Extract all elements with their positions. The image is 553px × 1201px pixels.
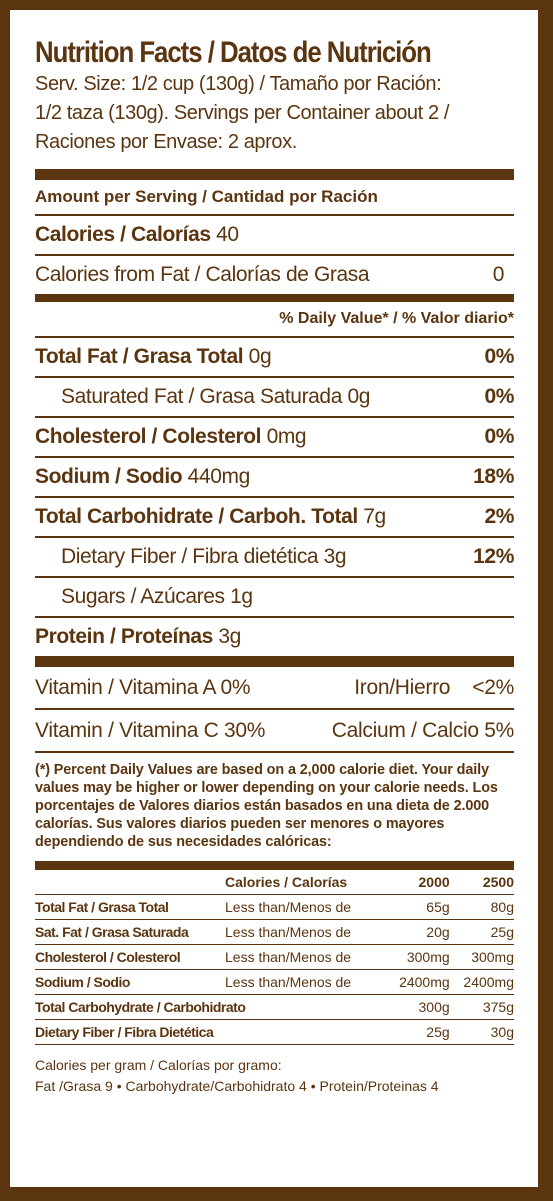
nutrient-row-total-carbohydrate: Total Carbohidrate / Carboh. Total 7g 2% [35, 498, 514, 538]
table-cell: Less than/Menos de [225, 894, 386, 920]
table-header-cell: Calories / Calorías [225, 870, 386, 895]
nutrient-amount: 7g [363, 505, 386, 528]
nutrient-row-cholesterol: Cholesterol / Colesterol 0mg 0% [35, 418, 514, 458]
table-cell: 65g [385, 894, 450, 920]
calories-per-gram: Calories per gram / Calorías por gramo: … [35, 1045, 514, 1097]
nutrient-label: Total Carbohidrate / Carboh. Total [35, 505, 358, 528]
nutrient-label: Protein / Proteínas [35, 625, 213, 648]
nutrient-label: Dietary Fiber / Fibra dietética [61, 545, 319, 568]
vitamin-left: Vitamin / Vitamina C 30% [35, 718, 266, 742]
nutrient-dv: 18% [473, 465, 514, 488]
calories-row: Calories / Calorías 40 [35, 216, 514, 256]
nutrient-label: Cholesterol / Colesterol [35, 425, 262, 448]
nutrient-amount: 3g [218, 625, 241, 648]
nutrient-row-sodium: Sodium / Sodio 440mg 18% [35, 458, 514, 498]
calories-from-fat-value: 0 [492, 263, 505, 286]
nutrient-dv: 2% [484, 505, 514, 528]
calories-value: 40 [216, 223, 239, 246]
nutrient-row-dietary-fiber: Dietary Fiber / Fibra dietética 3g 12% [35, 538, 514, 578]
vitamin-left: Vitamin / Vitamina A 0% [35, 675, 251, 699]
table-cell: 25g [449, 919, 514, 945]
amount-per-serving: Amount per Serving / Cantidad por Ración [35, 180, 514, 216]
table-row: Sodium / Sodio Less than/Menos de 2400mg… [35, 969, 514, 995]
daily-value-header: % Daily Value* / % Valor diario* [35, 302, 514, 338]
nutrient-dv: 0% [484, 345, 514, 368]
nutrient-amount: 0g [347, 385, 370, 408]
vitamin-row-2: Vitamin / Vitamina C 30% Calcium / Calci… [35, 710, 514, 753]
nutrient-amount: 440mg [187, 465, 251, 488]
table-cell: 20g [385, 919, 450, 945]
table-cell: 25g [385, 1019, 450, 1045]
calories-from-fat-label: Calories from Fat / Calorías de Grasa [35, 263, 370, 286]
calories-per-gram-heading: Calories per gram / Calorías por gramo: [35, 1057, 282, 1073]
table-cell: Cholesterol / Colesterol [35, 944, 225, 970]
serving-line-2: 1/2 taza (130g). Servings per Container … [35, 102, 449, 124]
table-cell: Sodium / Sodio [35, 969, 225, 995]
calories-label: Calories / Calorías [35, 223, 211, 246]
serving-line-1: Serv. Size: 1/2 cup (130g) / Tamaño por … [35, 73, 442, 95]
table-header-cell: 2000 [385, 870, 450, 895]
vitamin-right: Iron/Hierro <2% [354, 675, 514, 699]
nutrient-label: Saturated Fat / Grasa Saturada [61, 385, 342, 408]
table-cell: Total Carbohydrate / Carbohidrato [35, 994, 386, 1020]
table-cell: Total Fat / Grasa Total [35, 894, 225, 920]
table-header-cell: 2500 [449, 870, 514, 895]
nutrient-dv: 0% [484, 425, 514, 448]
nutrient-amount: 0g [248, 345, 272, 368]
nutrient-label: Sodium / Sodio [35, 465, 183, 488]
nutrition-label: Nutrition Facts / Datos de Nutrición Ser… [10, 10, 538, 1187]
nutrient-amount: 1g [230, 585, 253, 608]
table-cell: 300mg [385, 944, 450, 970]
table-cell: Dietary Fiber / Fibra Dietética [35, 1019, 386, 1045]
calories-per-gram-values: Fat /Grasa 9 • Carbohydrate/Carbohidrato… [35, 1078, 439, 1094]
nutrient-label: Total Fat / Grasa Total [35, 345, 244, 368]
table-cell: 2400mg [385, 969, 450, 995]
table-cell: Less than/Menos de [225, 919, 386, 945]
thick-divider [35, 656, 514, 667]
table-cell: Less than/Menos de [225, 969, 386, 995]
medium-divider [35, 296, 514, 302]
vitamin-right: Calcium / Calcio 5% [331, 718, 515, 742]
table-row: Dietary Fiber / Fibra Dietética 25g 30g [35, 1019, 514, 1045]
table-row: Total Carbohydrate / Carbohidrato 300g 3… [35, 994, 514, 1020]
vitamin-row-1: Vitamin / Vitamina A 0% Iron/Hierro <2% [35, 667, 514, 710]
table-row: Cholesterol / Colesterol Less than/Menos… [35, 944, 514, 970]
table-cell: 300g [385, 994, 450, 1020]
table-cell: 375g [449, 994, 514, 1020]
table-row: Total Fat / Grasa Total Less than/Menos … [35, 894, 514, 920]
nutrient-row-protein: Protein / Proteínas 3g [35, 618, 514, 656]
nutrient-amount: 3g [323, 545, 347, 568]
serving-info: Serv. Size: 1/2 cup (130g) / Tamaño por … [35, 70, 514, 157]
table-cell: 2400mg [449, 969, 514, 995]
table-cell: 80g [449, 894, 514, 920]
nutrient-amount: 0mg [266, 425, 307, 448]
label-title: Nutrition Facts / Datos de Nutrición [35, 36, 432, 69]
table-cell: 300mg [449, 944, 514, 970]
thick-divider [35, 169, 514, 180]
nutrient-dv: 12% [473, 545, 514, 568]
table-cell: Less than/Menos de [225, 944, 386, 970]
table-cell: 30g [449, 1019, 514, 1045]
nutrient-row-total-fat: Total Fat / Grasa Total 0g 0% [35, 338, 514, 378]
table-header-cell [35, 870, 225, 895]
nutrient-row-saturated-fat: Saturated Fat / Grasa Saturada 0g 0% [35, 378, 514, 418]
table-row: Sat. Fat / Grasa Saturada Less than/Meno… [35, 919, 514, 945]
reference-table: Calories / Calorías 2000 2500 Total Fat … [35, 870, 514, 1045]
nutrient-label: Sugars / Azúcares [61, 585, 225, 608]
footnote: (*) Percent Daily Values are based on a … [35, 762, 498, 850]
nutrient-dv: 0% [484, 385, 514, 408]
daily-value-header-label: % Daily Value* / % Valor diario* [279, 310, 514, 327]
calories-from-fat-row: Calories from Fat / Calorías de Grasa 0 [35, 256, 514, 296]
table-header-row: Calories / Calorías 2000 2500 [35, 870, 514, 895]
nutrient-row-sugars: Sugars / Azúcares 1g [35, 578, 514, 618]
table-cell: Sat. Fat / Grasa Saturada [35, 919, 225, 945]
thick-divider [35, 861, 514, 870]
amount-per-serving-label: Amount per Serving / Cantidad por Ración [35, 187, 378, 206]
serving-line-3: Raciones por Envase: 2 aprox. [35, 131, 297, 153]
